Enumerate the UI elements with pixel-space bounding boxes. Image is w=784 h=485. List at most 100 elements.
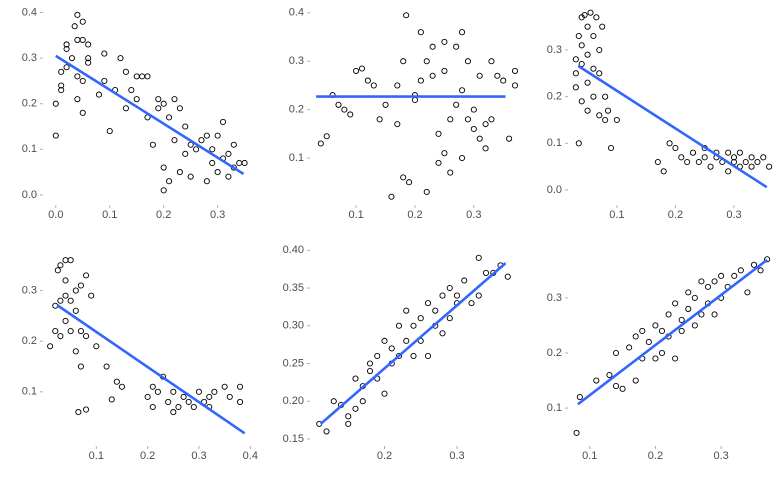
y-tick-label: 0.15 (283, 433, 304, 445)
x-tick-label: 0.3 (449, 450, 464, 462)
point (345, 420, 352, 427)
point (352, 375, 359, 382)
point (113, 378, 120, 385)
y-tick-label: 0.2 (289, 104, 304, 116)
point (453, 43, 460, 50)
point (57, 262, 64, 269)
point (323, 133, 330, 140)
point (149, 383, 156, 390)
x-tick-label: 0.3 (466, 209, 481, 221)
point (764, 256, 771, 263)
point (672, 355, 679, 362)
point (500, 77, 507, 84)
point (400, 58, 407, 65)
point (160, 187, 167, 194)
point (62, 292, 69, 299)
point (447, 169, 454, 176)
point (166, 178, 173, 185)
point (458, 87, 466, 94)
point (453, 292, 461, 299)
point (101, 77, 108, 84)
y-tick-label: 0.2 (22, 335, 37, 347)
point (117, 55, 124, 62)
point (439, 292, 446, 299)
panel: 0.1 0.2 0.3 0.1 0.2 0.3 (547, 256, 771, 462)
point (400, 174, 407, 181)
point (748, 154, 755, 161)
point (424, 352, 432, 359)
point (359, 398, 366, 405)
point (632, 377, 639, 384)
point (144, 393, 151, 400)
point (672, 144, 679, 152)
point (632, 333, 639, 340)
point (725, 149, 732, 156)
point (441, 150, 448, 157)
point (381, 390, 388, 397)
point (176, 169, 183, 176)
y-tick-label: 0.1 (22, 386, 37, 398)
point (446, 315, 453, 322)
y-tick-label: 0.1 (22, 143, 37, 155)
point (476, 72, 483, 79)
point (58, 82, 65, 89)
point (67, 328, 74, 335)
point (219, 118, 227, 126)
y-tick-label: 0.0 (547, 184, 562, 196)
y-tick-label: 0.40 (283, 244, 304, 256)
point (403, 307, 410, 314)
point (464, 58, 471, 65)
point (358, 65, 366, 72)
point (475, 254, 482, 261)
point (366, 367, 374, 375)
point (394, 82, 401, 89)
point (68, 55, 76, 62)
y-tick-label: 0.30 (283, 320, 304, 332)
point (482, 121, 489, 128)
point (58, 68, 65, 75)
point (195, 388, 203, 395)
point (241, 159, 248, 167)
point (83, 272, 90, 279)
point (606, 371, 613, 379)
y-tick-label: 0.35 (283, 282, 304, 294)
point (654, 158, 661, 166)
point (590, 65, 597, 72)
point (584, 107, 591, 114)
point (575, 140, 582, 147)
point (506, 135, 513, 142)
point (160, 164, 167, 171)
point (468, 300, 475, 307)
point (626, 344, 633, 351)
point (704, 283, 712, 290)
point (441, 67, 448, 74)
point (85, 59, 92, 66)
point (58, 86, 65, 94)
point (660, 168, 667, 175)
point (209, 159, 216, 167)
point (52, 100, 59, 107)
point (364, 77, 371, 84)
y-tick-label: 0.4 (289, 7, 304, 19)
point (75, 409, 82, 416)
y-tick-label: 0.2 (22, 98, 37, 110)
point (613, 116, 620, 124)
point (93, 343, 100, 350)
point (171, 137, 178, 144)
point (572, 70, 579, 77)
point (652, 355, 659, 362)
point (581, 11, 588, 19)
point (731, 272, 738, 279)
y-tick-label: 0.4 (22, 6, 37, 18)
panel: 0.1 0.2 0.3 0.1 0.2 0.3 0.4 (289, 7, 519, 221)
point (149, 403, 156, 411)
point (575, 32, 582, 40)
y-tick-label: 0.2 (547, 91, 562, 103)
x-tick-label: 0.3 (210, 209, 225, 221)
x-tick-label: 0.3 (726, 209, 741, 221)
point (376, 116, 383, 123)
point (388, 345, 395, 352)
x-tick-label: 0.2 (668, 209, 683, 221)
point (63, 41, 70, 48)
point (155, 96, 162, 103)
